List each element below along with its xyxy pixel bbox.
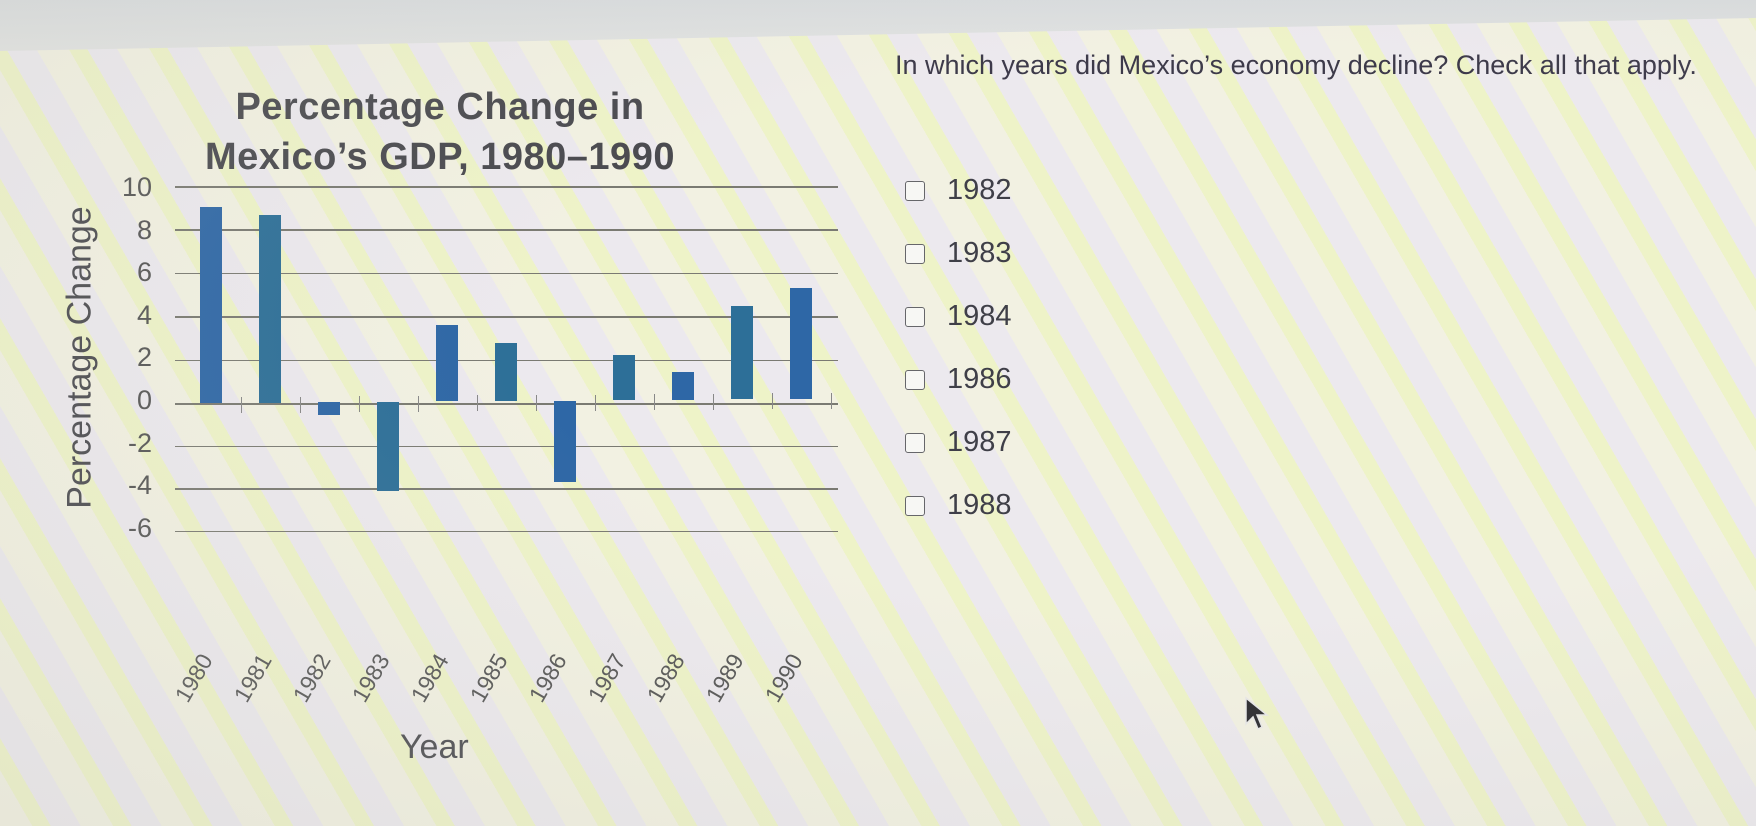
bar-1981	[259, 215, 281, 403]
x-tick-mark	[653, 394, 655, 411]
option-1986[interactable]: 1986	[905, 363, 1012, 396]
x-tick-label: 1986	[523, 649, 572, 707]
bar-1988	[672, 372, 694, 400]
checkbox[interactable]	[905, 495, 925, 516]
bar-1984	[436, 324, 458, 402]
checkbox[interactable]	[905, 180, 925, 201]
chart-title: Percentage Change in Mexico’s GDP, 1980–…	[120, 82, 760, 182]
option-1987[interactable]: 1987	[905, 426, 1012, 459]
y-tick-label: 8	[136, 214, 152, 245]
option-1988[interactable]: 1988	[905, 489, 1012, 522]
y-tick-label: -6	[127, 512, 152, 543]
chart-title-line-2: Mexico’s GDP, 1980–1990	[205, 136, 675, 178]
checkbox[interactable]	[905, 369, 925, 390]
x-tick-label: 1985	[464, 649, 513, 707]
checkbox[interactable]	[905, 243, 925, 264]
bar-chart: Percentage Change in Mexico’s GDP, 1980–…	[61, 82, 838, 766]
bar-1987	[613, 355, 635, 401]
bar-1990	[790, 288, 812, 399]
x-axis-label: Year	[400, 728, 469, 766]
x-tick-mark	[476, 395, 478, 412]
gridline	[175, 272, 838, 275]
option-label: 1983	[947, 237, 1012, 269]
y-tick-label: -4	[127, 470, 152, 501]
x-tick-label: 1983	[346, 649, 395, 707]
y-tick-label: 10	[121, 172, 152, 202]
x-tick-mark	[712, 393, 714, 410]
y-tick-label: 0	[136, 385, 152, 415]
option-1982[interactable]: 1982	[905, 174, 1012, 207]
option-label: 1984	[947, 300, 1012, 332]
bar-1986	[554, 400, 576, 482]
x-tick-label: 1987	[582, 649, 631, 707]
bar-1980	[200, 207, 222, 403]
x-tick-mark	[594, 394, 596, 411]
checkbox[interactable]	[905, 432, 925, 453]
option-1983[interactable]: 1983	[905, 237, 1012, 270]
question-text: In which years did Mexico’s economy decl…	[895, 50, 1697, 80]
x-tick-mark	[771, 393, 773, 410]
x-tick-mark	[830, 393, 832, 409]
x-tick-label: 1981	[228, 649, 277, 707]
option-label: 1988	[947, 489, 1012, 521]
chart-title-line-1: Percentage Change in	[235, 86, 645, 128]
x-tick-label: 1980	[169, 649, 218, 707]
option-label: 1986	[947, 363, 1012, 395]
x-tick-label: 1989	[700, 649, 749, 707]
checkbox[interactable]	[905, 306, 925, 327]
y-tick-label: 6	[136, 257, 152, 288]
y-tick-label: -2	[127, 427, 152, 458]
gridline	[175, 488, 838, 490]
option-label: 1982	[947, 174, 1012, 206]
gridline	[175, 186, 838, 188]
y-tick-label: 4	[136, 299, 152, 330]
bar-1985	[495, 343, 517, 401]
bar-1983	[377, 401, 399, 492]
x-tick-label: 1984	[405, 649, 454, 707]
x-tick-mark	[299, 396, 301, 413]
x-tick-mark	[240, 397, 242, 413]
gridline	[175, 530, 838, 533]
bar-1982	[318, 402, 340, 415]
x-tick-label: 1982	[287, 649, 336, 707]
option-label: 1987	[947, 426, 1012, 458]
x-tick-mark	[358, 396, 360, 413]
option-1984[interactable]: 1984	[905, 300, 1012, 333]
x-tick-label: 1988	[641, 649, 690, 707]
y-tick-label: 2	[136, 342, 152, 373]
bar-1989	[731, 305, 753, 400]
x-tick-label: 1990	[759, 649, 808, 707]
zero-axis-line	[175, 403, 838, 405]
gridline	[175, 229, 838, 231]
gridline	[175, 316, 838, 318]
gridline	[175, 445, 838, 448]
x-tick-mark	[417, 395, 419, 412]
x-tick-mark	[535, 395, 537, 411]
